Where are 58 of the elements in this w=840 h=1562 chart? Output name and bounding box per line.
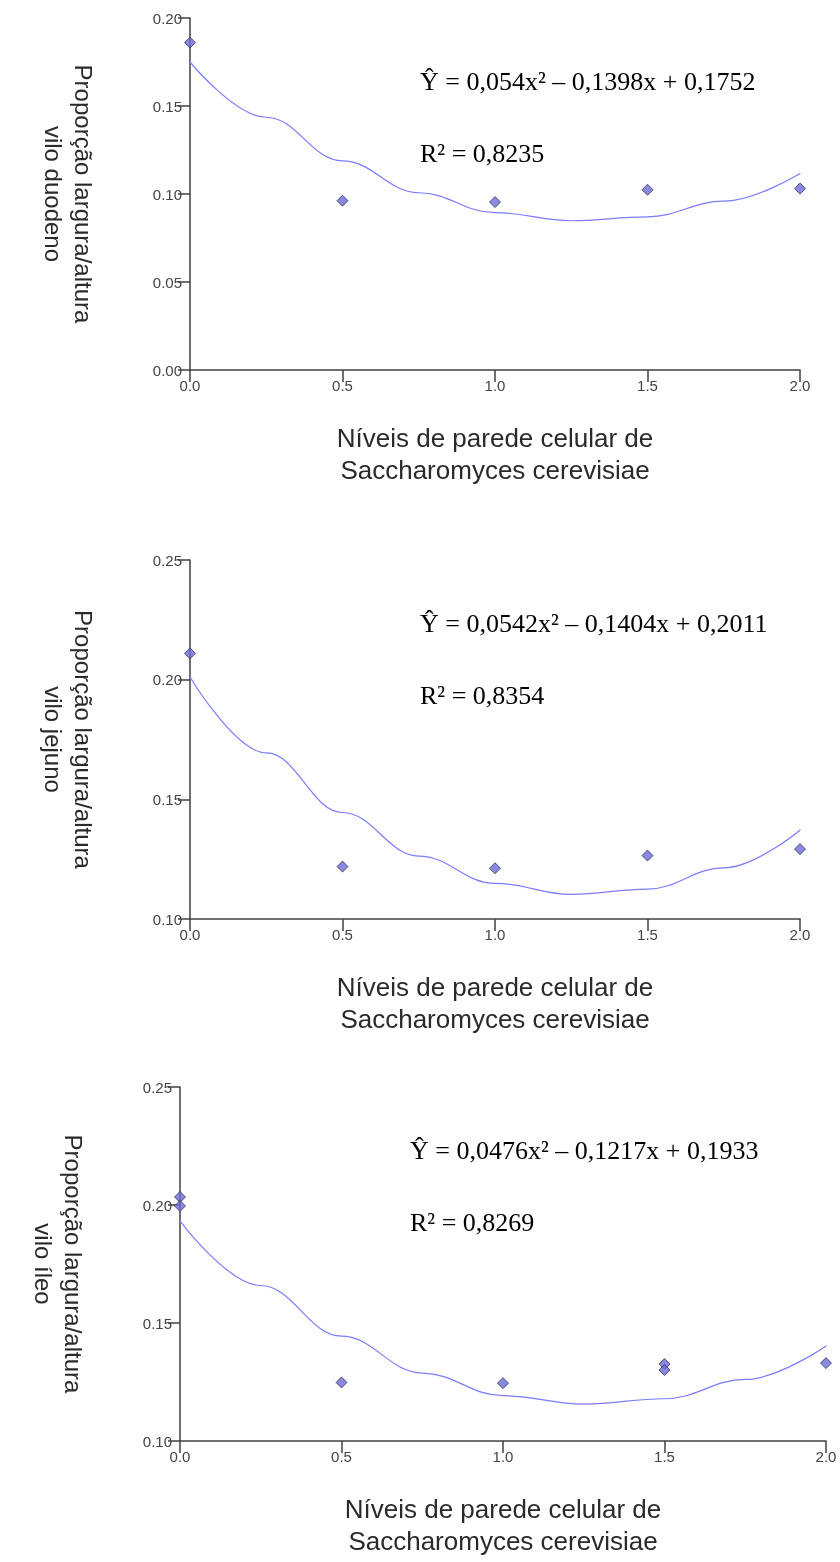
y-tick-label: 0.25 — [152, 551, 182, 569]
point — [336, 194, 349, 207]
y-tick-label: 0.20 — [152, 9, 182, 27]
y-tick-label: 0.15 — [142, 1314, 172, 1332]
point — [641, 849, 654, 862]
x-tick-label: 1.5 — [654, 1448, 675, 1465]
annotation: Ŷ = 0,054x² – 0,1398x + 0,1752 — [420, 66, 756, 96]
annotation: R² = 0,8235 — [420, 138, 545, 168]
y-axis-title: Proporção largura/altura vilo duodeno — [39, 64, 97, 325]
line-series — [189, 61, 801, 222]
point — [641, 183, 654, 196]
point — [336, 860, 349, 873]
point — [489, 862, 501, 875]
x-tick-label: 1.0 — [484, 926, 506, 943]
x-tick-label: 1.0 — [492, 1448, 514, 1465]
annotation: R² = 0,8269 — [410, 1207, 535, 1237]
x-tick-label: 2.0 — [789, 377, 811, 394]
x-tick-label: 1.0 — [484, 377, 506, 394]
line-series — [189, 676, 801, 895]
x-tick-label: 1.5 — [637, 926, 658, 943]
point — [489, 196, 501, 209]
y-tick-label: 0.10 — [142, 1432, 172, 1450]
x-tick-label: 0.0 — [169, 1448, 191, 1465]
x-tick-label: 0.5 — [331, 1448, 352, 1465]
annotation: R² = 0,8354 — [420, 680, 545, 710]
x-tick-label: 2.0 — [815, 1448, 837, 1465]
point — [497, 1377, 509, 1390]
x-axis-title: Níveis de parede celular de Saccharomyces cerevisiae — [336, 423, 654, 485]
point — [658, 1363, 671, 1376]
y-tick-label: 0.20 — [142, 1196, 172, 1214]
x-tick-label: 1.5 — [637, 377, 658, 394]
point — [184, 36, 196, 49]
annotation: Ŷ = 0,0476x² – 0,1217x + 0,1933 — [410, 1135, 759, 1165]
y-axis-title: Proporção largura/altura vilo jejuno — [39, 610, 97, 870]
x-axis-title: Níveis de parede celular de Saccharomyces cerevisiae — [344, 1494, 662, 1556]
y-tick-label: 0.10 — [152, 185, 182, 203]
x-axis-title: Níveis de parede celular de Saccharomyces cerevisiae — [336, 972, 654, 1034]
y-tick-label: 0.25 — [142, 1078, 172, 1096]
y-tick-label: 0.20 — [152, 671, 182, 689]
y-tick-label: 0.15 — [152, 790, 182, 808]
point — [174, 1190, 186, 1203]
y-tick-label: 0.10 — [152, 910, 182, 928]
point — [820, 1357, 832, 1370]
x-tick-label: 0.0 — [179, 926, 201, 943]
x-tick-label: 0.0 — [179, 377, 201, 394]
point — [794, 182, 806, 195]
y-tick-label: 0.15 — [152, 97, 182, 115]
point — [174, 1199, 186, 1212]
y-tick-label: 0.00 — [152, 361, 182, 379]
point — [335, 1376, 348, 1389]
y-axis-title: Proporção largura/altura vilo íleo — [29, 1134, 87, 1395]
point — [794, 843, 806, 856]
y-tick-label: 0.05 — [152, 273, 182, 291]
point — [184, 647, 196, 660]
x-tick-label: 0.5 — [332, 377, 353, 394]
x-tick-label: 2.0 — [789, 926, 811, 943]
annotation: Ŷ = 0,0542x² – 0,1404x + 0,2011 — [420, 608, 768, 638]
x-tick-label: 0.5 — [332, 926, 353, 943]
